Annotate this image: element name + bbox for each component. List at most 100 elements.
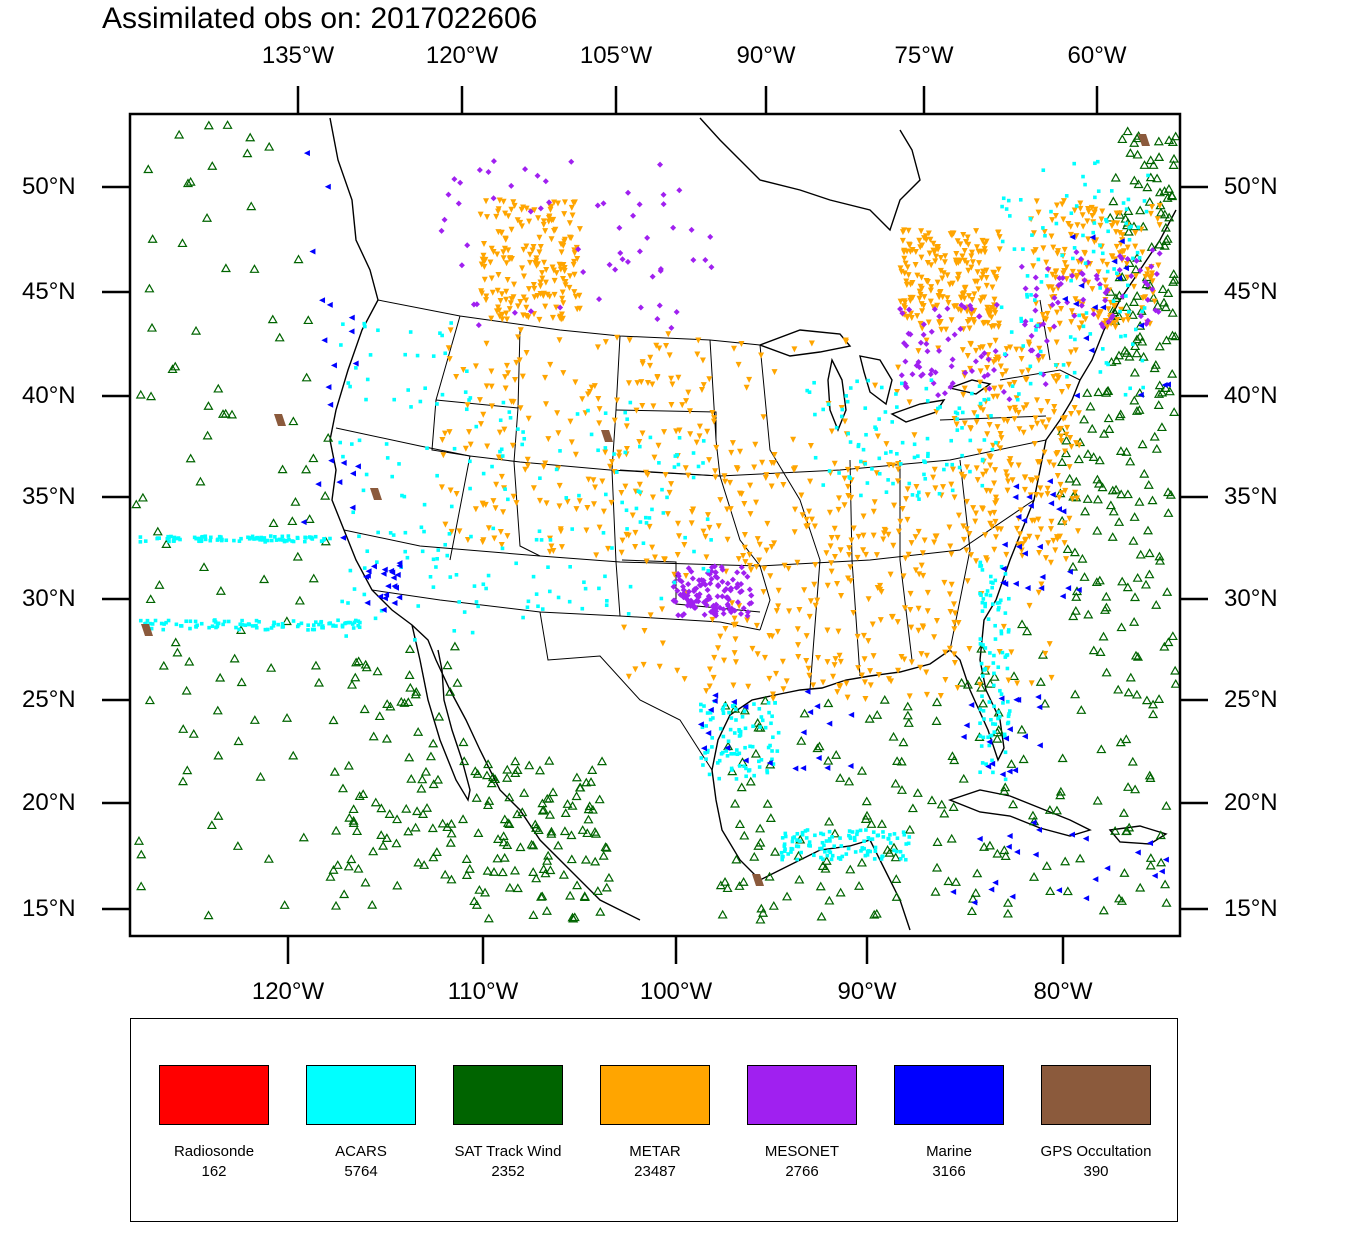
metar-marker bbox=[579, 396, 586, 403]
acars-marker bbox=[597, 586, 601, 591]
metar-marker bbox=[654, 374, 661, 381]
metar-marker bbox=[1075, 528, 1082, 535]
sat-wind-marker bbox=[531, 873, 542, 883]
metar-marker bbox=[1057, 481, 1064, 488]
mesonet-marker bbox=[1043, 338, 1050, 345]
metar-marker bbox=[1151, 298, 1158, 305]
metar-marker bbox=[820, 679, 827, 686]
acars-marker bbox=[1088, 332, 1093, 336]
mesonet-marker bbox=[1071, 312, 1078, 319]
marine-marker bbox=[381, 595, 388, 602]
sat-wind-marker bbox=[1137, 439, 1148, 449]
metar-marker bbox=[1042, 424, 1049, 431]
metar-marker bbox=[495, 304, 502, 311]
sat-wind-marker bbox=[1122, 489, 1133, 499]
metar-marker bbox=[1046, 459, 1053, 466]
sat-wind-marker bbox=[1165, 489, 1176, 499]
metar-marker bbox=[1016, 531, 1023, 538]
metar-marker bbox=[1123, 261, 1130, 268]
metar-marker bbox=[683, 398, 690, 405]
sat-wind-marker bbox=[131, 499, 142, 509]
metar-marker bbox=[1033, 475, 1040, 482]
mesonet-marker bbox=[458, 262, 465, 269]
acars-marker bbox=[263, 627, 268, 632]
metar-marker bbox=[566, 284, 573, 291]
sat-wind-marker bbox=[308, 453, 319, 463]
sat-wind-marker bbox=[1140, 579, 1151, 589]
sat-wind-marker bbox=[1022, 626, 1033, 636]
metar-marker bbox=[986, 342, 993, 349]
acars-marker bbox=[988, 593, 993, 598]
acars-marker bbox=[955, 417, 959, 421]
acars-marker bbox=[782, 844, 787, 848]
metar-marker bbox=[550, 216, 557, 223]
metar-marker bbox=[640, 661, 647, 668]
sat-wind-marker bbox=[1123, 226, 1134, 236]
acars-marker bbox=[827, 469, 832, 473]
sat-wind-marker bbox=[1160, 222, 1171, 232]
acars-marker bbox=[440, 333, 444, 338]
acars-marker bbox=[1133, 327, 1138, 332]
sat-wind-marker bbox=[562, 799, 573, 808]
metar-marker bbox=[1080, 313, 1087, 320]
metar-marker bbox=[919, 550, 926, 557]
metar-marker bbox=[466, 429, 473, 436]
sat-wind-marker bbox=[902, 710, 913, 720]
sat-wind-marker bbox=[215, 586, 226, 595]
sat-wind-marker bbox=[1129, 138, 1140, 147]
metar-marker bbox=[803, 523, 810, 530]
acars-marker bbox=[898, 462, 903, 466]
acars-marker bbox=[832, 844, 837, 849]
metar-marker bbox=[1009, 477, 1016, 484]
acars-marker bbox=[539, 538, 544, 542]
mesonet-marker bbox=[1137, 267, 1144, 274]
acars-marker bbox=[870, 467, 874, 471]
sat-wind-marker bbox=[1070, 605, 1081, 615]
acars-marker bbox=[153, 618, 158, 623]
metar-marker bbox=[1000, 623, 1007, 630]
marine-marker bbox=[1015, 513, 1022, 520]
metar-marker bbox=[530, 243, 537, 250]
mesonet-marker bbox=[725, 603, 732, 610]
metar-marker bbox=[650, 403, 657, 410]
acars-marker bbox=[623, 450, 628, 455]
sat-wind-marker bbox=[268, 518, 279, 528]
acars-marker bbox=[799, 850, 803, 855]
acars-marker bbox=[665, 495, 669, 500]
sat-wind-marker bbox=[1103, 413, 1114, 423]
acars-marker bbox=[834, 425, 839, 430]
acars-marker bbox=[773, 700, 777, 705]
acars-marker bbox=[1006, 699, 1010, 704]
acars-marker bbox=[771, 735, 775, 740]
metar-marker bbox=[845, 483, 852, 490]
acars-marker bbox=[873, 849, 878, 853]
sat-wind-marker bbox=[246, 201, 257, 211]
sat-wind-marker bbox=[420, 766, 432, 776]
sat-wind-marker bbox=[1115, 409, 1126, 419]
acars-marker bbox=[468, 396, 473, 400]
metar-marker bbox=[855, 533, 862, 540]
acars-marker bbox=[415, 353, 420, 358]
acars-marker bbox=[490, 464, 494, 469]
sat-wind-marker bbox=[814, 741, 825, 751]
sat-wind-marker bbox=[1164, 212, 1175, 222]
acars-marker bbox=[789, 850, 793, 854]
sat-wind-marker bbox=[136, 849, 147, 859]
metar-marker bbox=[480, 252, 487, 259]
sat-wind-marker bbox=[770, 846, 781, 856]
metar-marker bbox=[646, 523, 653, 530]
metar-marker bbox=[953, 250, 960, 257]
acars-marker bbox=[188, 626, 192, 631]
metar-marker bbox=[1046, 641, 1053, 648]
metar-marker bbox=[503, 288, 510, 295]
metar-marker bbox=[453, 491, 460, 498]
metar-marker bbox=[492, 505, 499, 512]
metar-marker bbox=[639, 430, 646, 437]
acars-marker bbox=[760, 718, 765, 723]
sat-wind-marker bbox=[1119, 345, 1130, 355]
metar-marker bbox=[735, 556, 742, 563]
acars-marker bbox=[1038, 349, 1043, 354]
acars-marker bbox=[729, 716, 734, 720]
sat-wind-marker bbox=[133, 836, 145, 845]
sat-wind-marker bbox=[829, 828, 840, 838]
